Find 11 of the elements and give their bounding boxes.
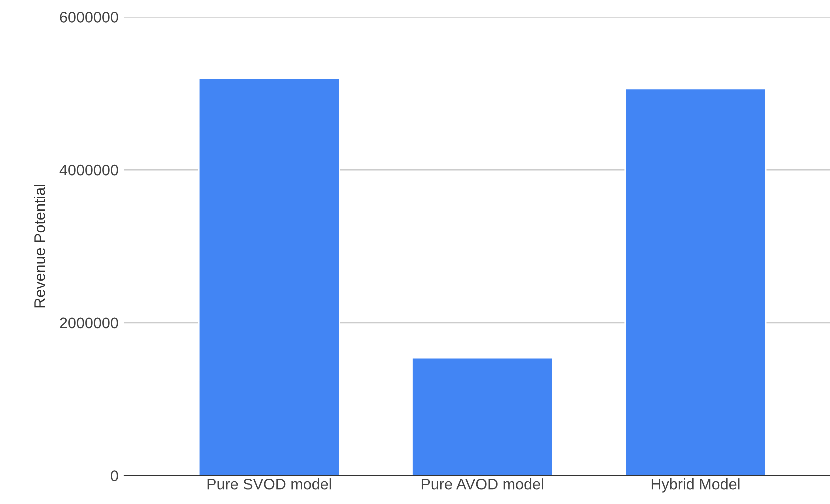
x-tick-label: Pure SVOD model bbox=[208, 478, 332, 490]
bar bbox=[198, 78, 340, 476]
bar bbox=[412, 357, 554, 476]
bar bbox=[624, 88, 767, 476]
y-axis-title: Revenue Potential bbox=[34, 185, 46, 308]
x-tick-label: Pure AVOD model bbox=[422, 478, 544, 490]
y-tick-label: 0 bbox=[111, 470, 118, 482]
x-tick-label: Hybrid Model bbox=[652, 478, 740, 493]
y-tick-label: 4000000 bbox=[60, 164, 118, 176]
y-tick-label: 6000000 bbox=[60, 12, 118, 23]
y-tick-label: 2000000 bbox=[60, 318, 118, 329]
